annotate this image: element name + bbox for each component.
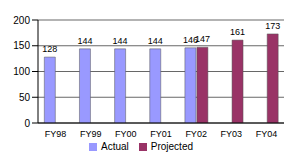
html-text:Actual: Actual [101,141,129,152]
svg-text:FY01: FY01 [150,129,172,139]
svg-text:FY03: FY03 [221,129,243,139]
svg-text:150: 150 [13,40,30,51]
svg-text:200: 200 [13,15,30,26]
svg-text:FY00: FY00 [115,129,137,139]
svg-text:144: 144 [113,36,128,46]
svg-text:FY02: FY02 [185,129,207,139]
svg-text:FY04: FY04 [256,129,278,139]
svg-text:128: 128 [42,44,57,54]
svg-text:173: 173 [265,21,280,31]
svg-text:FY99: FY99 [80,129,102,139]
svg-text:147: 147 [195,34,210,44]
svg-text:0: 0 [24,118,30,129]
svg-text:100: 100 [13,66,30,77]
svg-text:146: 146 [182,34,198,45]
svg-text:FY98: FY98 [45,129,67,139]
svg-text:144: 144 [77,36,92,46]
svg-text:144: 144 [148,36,163,46]
html-text:Projected: Projected [150,141,193,152]
svg-text:50: 50 [19,92,31,103]
svg-text:161: 161 [230,27,245,37]
